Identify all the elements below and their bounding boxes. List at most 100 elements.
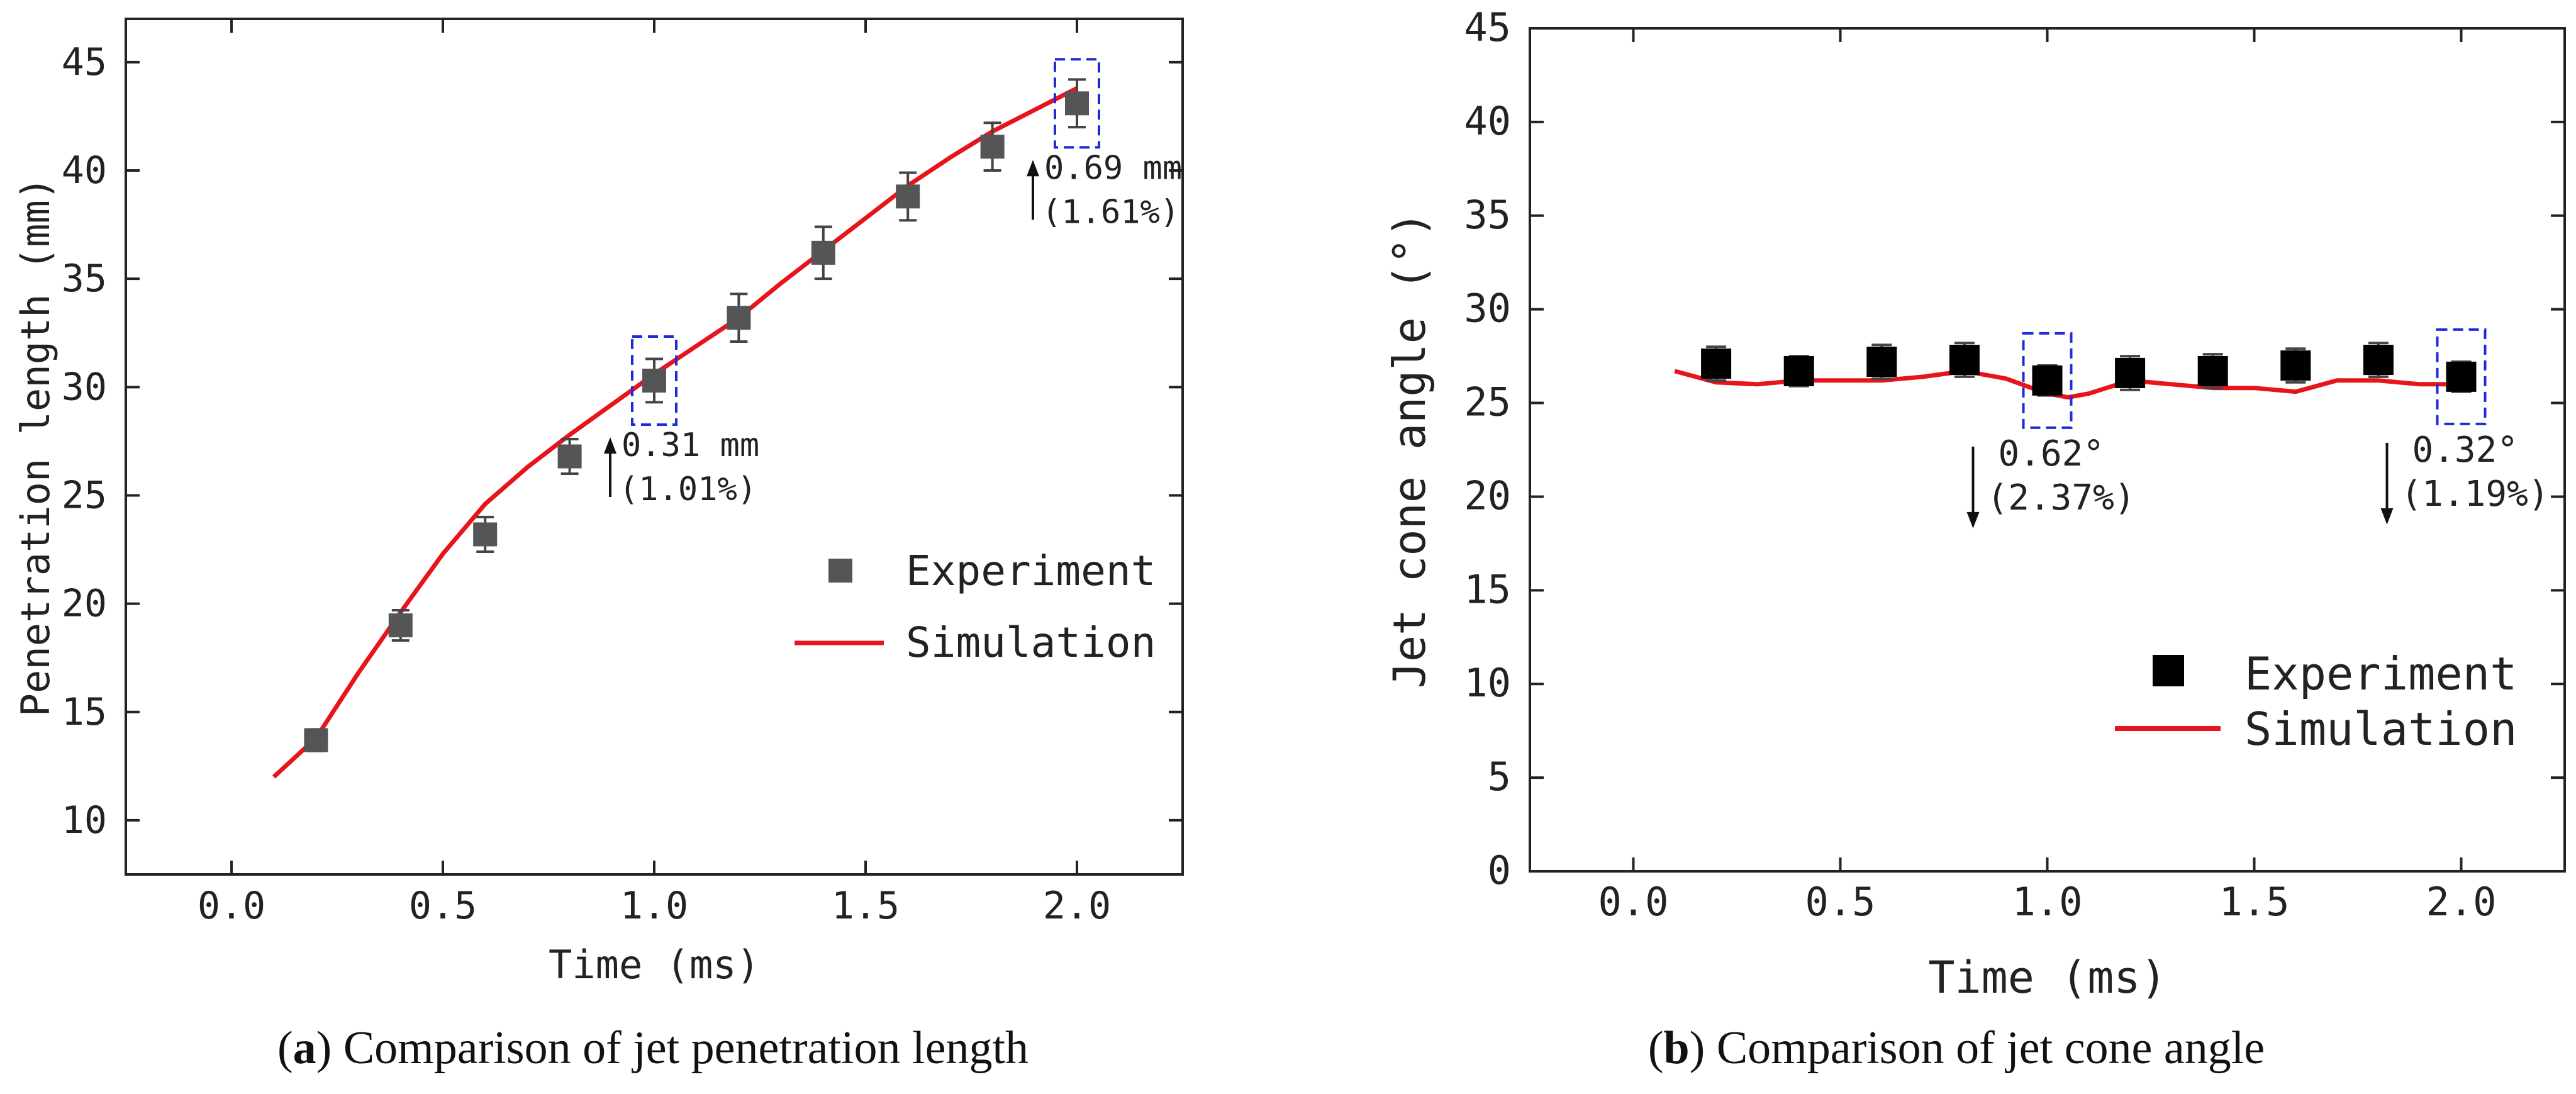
annotation-percent: (1.19%) — [2401, 474, 2550, 515]
experiment-point — [1866, 347, 1897, 377]
annotation-percent: (2.37%) — [1987, 477, 2136, 518]
caption-text: Comparison of jet cone angle — [1717, 1022, 2265, 1074]
panel-a-chart: 0.0 0.5 1.0 1.5 2.0 10 15 20 25 30 35 40… — [13, 18, 1184, 1074]
highlight-box — [1054, 58, 1100, 149]
caption-paren-close: ) — [1690, 1022, 1717, 1074]
caption-letter: a — [293, 1022, 316, 1074]
experiment-point — [2446, 361, 2477, 392]
experiment-point — [1783, 355, 1814, 386]
legend-label-experiment: Experiment — [906, 547, 1156, 595]
panel-a-annotation-1: 0.31 mm (1.01%) — [604, 427, 759, 508]
y-tick-label: 15 — [1464, 566, 1511, 612]
y-tick-label: 35 — [1464, 192, 1511, 238]
caption-text: Comparison of jet penetration length — [343, 1022, 1029, 1074]
caption-paren-open: ( — [277, 1022, 293, 1074]
y-tick-label: 5 — [1488, 754, 1511, 800]
x-tick-label: 1.5 — [2219, 879, 2290, 925]
experiment-point — [557, 444, 582, 469]
y-tick-label: 45 — [62, 40, 107, 84]
y-tick-label: 25 — [1464, 379, 1511, 425]
y-tick-label: 25 — [62, 473, 107, 517]
panel-b-y-axis-label: Jet cone angle (°) — [1384, 211, 1436, 689]
y-tick-label: 20 — [1464, 472, 1511, 518]
y-tick-label: 45 — [1464, 4, 1511, 50]
y-tick-label: 40 — [1464, 98, 1511, 144]
panel-a-legend: Experiment Simulation — [795, 547, 1156, 667]
panel-a-annotation-2: 0.69 mm (1.61%) — [1027, 149, 1182, 231]
caption-letter: b — [1664, 1022, 1690, 1074]
annotation-value: 0.32° — [2412, 430, 2519, 471]
x-tick-label: 1.0 — [2012, 879, 2083, 925]
y-tick-label: 0 — [1488, 847, 1511, 893]
y-tick-label: 35 — [62, 257, 107, 301]
experiment-point — [811, 240, 835, 265]
legend-label-simulation: Simulation — [906, 618, 1156, 667]
panel-a-highlight-boxes — [631, 58, 1100, 426]
caption-paren-open: ( — [1648, 1022, 1664, 1074]
experiment-point — [980, 135, 1005, 159]
x-tick-label: 0.5 — [1805, 879, 1876, 925]
panel-a-x-ticks — [230, 19, 1078, 874]
arrowhead-icon — [1966, 511, 1980, 528]
legend-label-simulation: Simulation — [2244, 703, 2517, 756]
experiment-point — [304, 728, 328, 752]
y-tick-label: 20 — [62, 582, 107, 626]
annotation-value: 0.69 mm — [1044, 149, 1182, 187]
annotation-percent: (1.01%) — [619, 471, 757, 508]
panel-a-y-axis-label: Penetration length (mm) — [13, 177, 59, 717]
panel-a-experiment-series — [304, 78, 1089, 752]
experiment-point — [1701, 349, 1732, 379]
panel-a-x-tick-labels: 0.0 0.5 1.0 1.5 2.0 — [198, 884, 1111, 928]
x-tick-label: 0.0 — [1598, 879, 1669, 925]
x-tick-label: 2.0 — [2426, 879, 2497, 925]
experiment-point — [2363, 345, 2394, 376]
experiment-point — [473, 522, 498, 547]
panel-b-caption: (b) Comparison of jet cone angle — [1648, 1022, 2265, 1074]
x-tick-label: 1.0 — [620, 884, 688, 928]
y-tick-label: 10 — [62, 798, 107, 842]
panel-a-y-tick-labels: 10 15 20 25 30 35 40 45 — [62, 40, 107, 842]
caption-paren-close: ) — [316, 1022, 343, 1074]
panel-b-experiment-series — [1701, 342, 2477, 397]
panel-b-chart: 0.0 0.5 1.0 1.5 2.0 0 5 10 15 20 25 30 3… — [1384, 4, 2566, 1074]
panel-b-annotation-2: 0.32° (1.19%) — [2380, 430, 2550, 525]
experiment-point — [1949, 345, 1980, 376]
arrowhead-icon — [1027, 160, 1039, 177]
panel-a-x-axis-label: Time (ms) — [549, 942, 760, 988]
legend-marker-experiment — [2153, 655, 2184, 686]
y-tick-label: 40 — [62, 148, 107, 193]
experiment-point — [2280, 350, 2311, 381]
highlight-box — [631, 335, 677, 426]
legend-marker-experiment — [828, 559, 852, 583]
experiment-point — [2197, 355, 2228, 386]
experiment-point — [1065, 91, 1089, 116]
arrowhead-icon — [604, 437, 616, 454]
legend-label-experiment: Experiment — [2244, 647, 2517, 700]
panel-b-highlight-boxes — [2022, 328, 2487, 429]
highlight-box — [2436, 328, 2487, 425]
x-tick-label: 0.0 — [198, 884, 265, 928]
x-tick-label: 2.0 — [1043, 884, 1111, 928]
experiment-point — [896, 184, 920, 209]
experiment-point — [2115, 357, 2146, 388]
panel-b-x-axis-label: Time (ms) — [1928, 952, 2166, 1003]
x-tick-label: 1.5 — [832, 884, 900, 928]
arrowhead-icon — [2380, 508, 2394, 525]
y-tick-label: 30 — [1464, 286, 1511, 332]
experiment-point — [388, 613, 413, 638]
panel-b-x-tick-labels: 0.0 0.5 1.0 1.5 2.0 — [1598, 879, 2497, 925]
panel-a-y-ticks — [126, 60, 1183, 822]
panel-b-y-ticks — [1530, 27, 2565, 873]
annotation-value: 0.62° — [1999, 433, 2105, 474]
experiment-point — [727, 306, 751, 330]
panel-b-annotation-1: 0.62° (2.37%) — [1966, 433, 2136, 528]
highlight-box — [2022, 332, 2073, 429]
annotation-value: 0.31 mm — [622, 427, 759, 464]
y-tick-label: 30 — [62, 365, 107, 409]
annotation-percent: (1.61%) — [1042, 193, 1179, 231]
y-tick-label: 10 — [1464, 660, 1511, 706]
panel-b-x-ticks — [1632, 28, 2463, 871]
experiment-point — [642, 368, 666, 393]
panel-b-legend: Experiment Simulation — [2115, 647, 2517, 756]
